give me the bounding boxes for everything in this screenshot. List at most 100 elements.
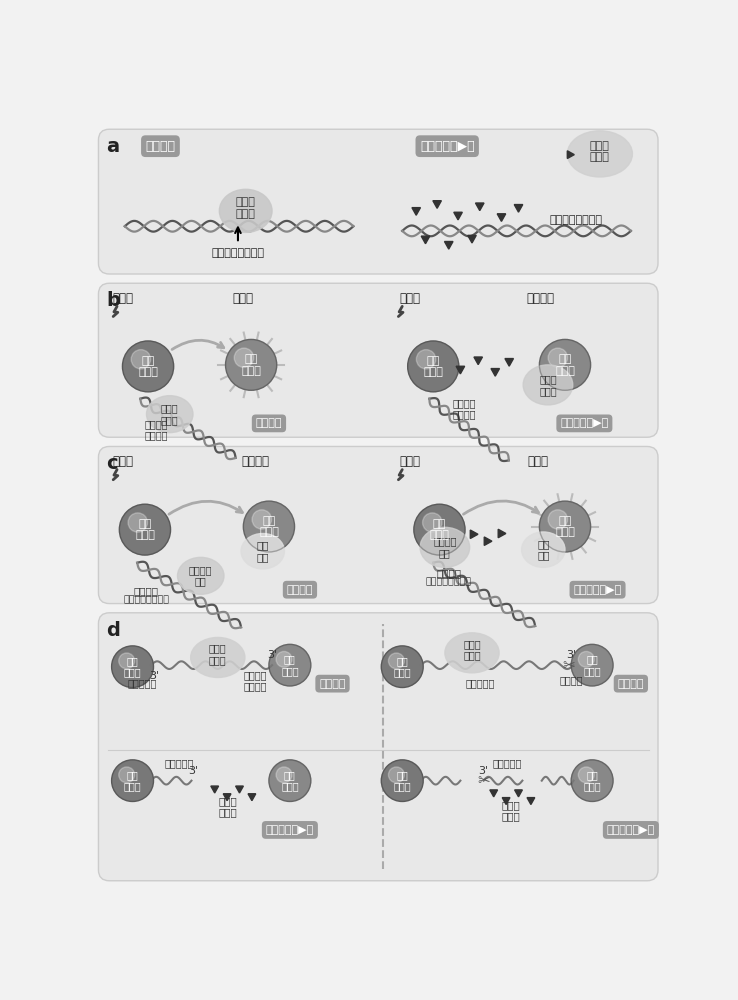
Circle shape (571, 760, 613, 801)
FancyBboxPatch shape (98, 446, 658, 604)
Text: 核酸内切酵: 核酸内切酵 (492, 758, 522, 768)
Text: 有小分子（▶）: 有小分子（▶） (420, 140, 475, 153)
Text: 核酸外切酶: 核酸外切酶 (128, 679, 157, 689)
Circle shape (131, 350, 151, 369)
Text: 供体
化合物: 供体 化合物 (424, 356, 444, 377)
Circle shape (414, 504, 465, 555)
Text: 受体
化合物: 受体 化合物 (281, 654, 299, 676)
Circle shape (539, 501, 590, 552)
Text: b: b (106, 291, 120, 310)
Text: 转录因子作用位点: 转录因子作用位点 (426, 578, 472, 586)
Text: 3': 3' (478, 766, 489, 776)
Ellipse shape (241, 533, 284, 569)
Circle shape (416, 350, 436, 369)
Text: 别构转
录因子: 别构转 录因子 (590, 141, 610, 162)
Text: 供体
化合物: 供体 化合物 (124, 656, 142, 678)
Ellipse shape (420, 527, 469, 567)
Text: c: c (106, 454, 118, 473)
Text: 供体
化合物: 供体 化合物 (393, 656, 411, 678)
Text: 核酸内切酵: 核酸内切酵 (465, 679, 494, 689)
Polygon shape (498, 529, 506, 538)
Circle shape (382, 646, 423, 687)
Circle shape (269, 644, 311, 686)
Polygon shape (223, 794, 231, 801)
Text: 无小分子: 无小分子 (145, 140, 176, 153)
Circle shape (548, 348, 568, 367)
Circle shape (123, 341, 173, 392)
Polygon shape (474, 357, 483, 365)
Circle shape (548, 510, 568, 529)
Polygon shape (454, 212, 462, 220)
Polygon shape (412, 208, 421, 215)
Circle shape (252, 510, 272, 529)
Ellipse shape (523, 365, 573, 405)
Text: 受体
化合物: 受体 化合物 (281, 770, 299, 791)
Text: 3': 3' (188, 766, 198, 776)
Text: 发射光: 发射光 (233, 292, 254, 305)
Text: a: a (106, 137, 120, 156)
Text: 转录因子作用位点: 转录因子作用位点 (123, 595, 170, 604)
Polygon shape (211, 786, 218, 793)
Text: 别构转
录因子: 别构转 录因子 (218, 796, 237, 818)
Ellipse shape (178, 557, 224, 594)
Text: 转录因子
作用位点: 转录因子 作用位点 (452, 398, 476, 420)
Text: 激发光: 激发光 (399, 292, 421, 305)
Circle shape (579, 767, 594, 783)
Text: 有小分子（▶）: 有小分子（▶） (607, 825, 655, 835)
Text: 有小分子（▶）: 有小分子（▶） (560, 418, 609, 428)
Text: 无小分子: 无小分子 (618, 679, 644, 689)
Circle shape (111, 760, 154, 801)
Text: 转录因子
作用位点: 转录因子 作用位点 (244, 670, 266, 691)
Polygon shape (475, 203, 484, 211)
Polygon shape (433, 201, 441, 208)
Text: 受体
化合物: 受体 化合物 (555, 354, 575, 376)
Polygon shape (514, 205, 523, 212)
Circle shape (388, 653, 404, 669)
Circle shape (119, 653, 134, 669)
Text: 无小分子: 无小分子 (320, 679, 345, 689)
Text: 供体
化合物: 供体 化合物 (430, 519, 449, 540)
Polygon shape (421, 236, 430, 244)
Circle shape (382, 760, 423, 801)
Circle shape (119, 767, 134, 783)
Ellipse shape (219, 189, 272, 232)
Polygon shape (484, 537, 492, 545)
FancyBboxPatch shape (98, 129, 658, 274)
Text: 转录因子
作用位点: 转录因子 作用位点 (144, 419, 168, 440)
Text: 受体
化合物: 受体 化合物 (259, 516, 279, 537)
Circle shape (388, 767, 404, 783)
Polygon shape (497, 214, 506, 221)
Text: d: d (106, 620, 120, 640)
Text: 受体
化合物: 受体 化合物 (241, 354, 261, 376)
Text: 别构转录
因子: 别构转录 因子 (433, 537, 457, 558)
Text: 激发光: 激发光 (113, 292, 134, 305)
Circle shape (120, 504, 170, 555)
Text: 酶切位点: 酶切位点 (559, 676, 583, 686)
Text: 第二位点: 第二位点 (134, 586, 159, 596)
Polygon shape (468, 235, 476, 243)
Circle shape (407, 341, 459, 392)
Polygon shape (527, 798, 535, 805)
Text: 无小分子: 无小分子 (255, 418, 282, 428)
Text: 第二
蛋白: 第二 蛋白 (537, 539, 550, 560)
Text: 供体
化合物: 供体 化合物 (124, 770, 142, 791)
Text: 别构转录
因子: 别构转录 因子 (189, 565, 213, 587)
Polygon shape (514, 790, 523, 797)
Circle shape (276, 767, 292, 783)
Text: 有小分子（▶）: 有小分子（▶） (266, 825, 314, 835)
Text: 无发射光: 无发射光 (241, 455, 269, 468)
Circle shape (571, 644, 613, 686)
Text: 激发光: 激发光 (113, 455, 134, 468)
Polygon shape (235, 786, 244, 793)
Circle shape (276, 651, 292, 667)
Circle shape (234, 348, 254, 367)
Text: 供体
化合物: 供体 化合物 (393, 770, 411, 791)
Text: 核酸外切酶: 核酸外切酶 (165, 758, 194, 768)
Text: 3': 3' (149, 671, 159, 681)
Text: ✂: ✂ (562, 658, 575, 673)
Polygon shape (490, 790, 497, 797)
Ellipse shape (568, 131, 632, 177)
Text: 转录因子作用位点: 转录因子作用位点 (212, 248, 264, 258)
Circle shape (226, 339, 277, 390)
Circle shape (244, 501, 294, 552)
